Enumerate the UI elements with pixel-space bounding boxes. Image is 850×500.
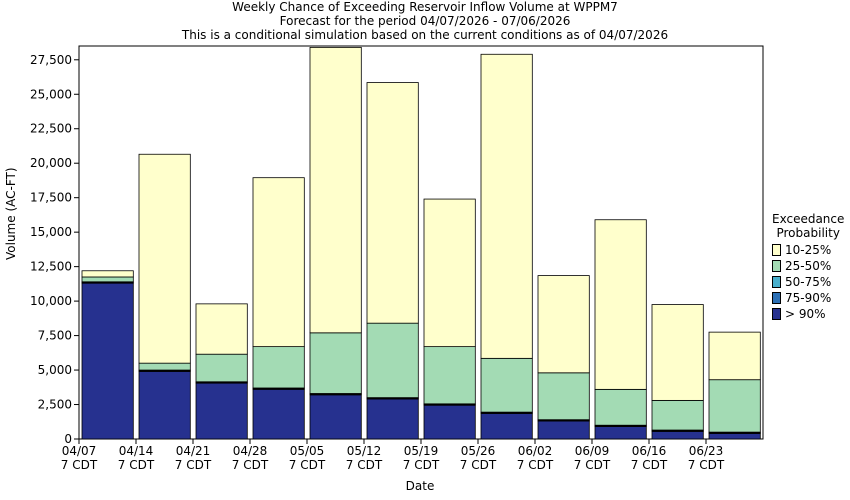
x-tick-label-date: 06/16 xyxy=(632,444,667,458)
legend-title-line1: Exceedance xyxy=(772,212,845,226)
bar-segment xyxy=(195,382,248,440)
bar-segment xyxy=(366,82,419,324)
x-tick-label-time: 7 CDT xyxy=(688,458,725,472)
bar-segment xyxy=(423,404,476,440)
x-tick-label-time: 7 CDT xyxy=(118,458,155,472)
x-tick-label-date: 05/26 xyxy=(461,444,496,458)
y-tick-label: 22,500 xyxy=(30,122,72,136)
bar-segment xyxy=(594,426,647,440)
x-tick-label-date: 04/14 xyxy=(119,444,154,458)
x-tick-label-time: 7 CDT xyxy=(232,458,269,472)
x-tick-label-date: 05/19 xyxy=(404,444,439,458)
x-tick-label-date: 04/21 xyxy=(176,444,211,458)
x-tick-label-time: 7 CDT xyxy=(460,458,497,472)
bar-segment xyxy=(537,420,590,440)
x-tick-label-date: 04/28 xyxy=(233,444,268,458)
bar-segment xyxy=(138,153,191,364)
x-tick-label-date: 06/23 xyxy=(689,444,724,458)
legend-label: 10-25% xyxy=(785,243,832,257)
chart-subtitle-conditions: This is a conditional simulation based o… xyxy=(181,28,669,42)
x-tick-label-time: 7 CDT xyxy=(346,458,383,472)
bar-segment xyxy=(366,398,419,440)
x-tick-label-date: 04/07 xyxy=(62,444,97,458)
legend-swatch xyxy=(772,292,781,304)
x-tick-label-time: 7 CDT xyxy=(403,458,440,472)
bar-segment xyxy=(537,372,590,421)
legend-swatch xyxy=(772,244,781,256)
legend-item: 75-90% xyxy=(772,290,844,306)
bar-segment xyxy=(537,275,590,374)
legend-items: 10-25% 25-50% 50-75% 75-90% > 90% xyxy=(772,242,844,322)
legend-swatch xyxy=(772,276,781,288)
bar-segment xyxy=(81,270,134,278)
bar-segment xyxy=(594,388,647,426)
y-tick-label: 15,000 xyxy=(30,225,72,239)
legend-title-line2: Probability xyxy=(776,226,840,240)
chart-subtitle-period: Forecast for the period 04/07/2026 - 07/… xyxy=(279,14,571,28)
y-tick-label: 5,000 xyxy=(38,363,72,377)
chart-title-block: Weekly Chance of Exceeding Reservoir Inf… xyxy=(0,0,850,42)
y-tick-label: 0 xyxy=(64,432,72,446)
bar-segment xyxy=(309,46,362,334)
bar-segment xyxy=(480,357,533,413)
bar-segment xyxy=(708,433,761,440)
bar-segment xyxy=(480,413,533,440)
y-tick-label: 10,000 xyxy=(30,294,72,308)
bar-segment xyxy=(252,346,305,389)
x-tick-label-date: 06/09 xyxy=(575,444,610,458)
bar-segment xyxy=(252,388,305,440)
bar-segment xyxy=(138,362,191,371)
y-tick-label: 2,500 xyxy=(38,398,72,412)
bar-segment xyxy=(423,198,476,348)
legend-swatch xyxy=(772,308,781,320)
x-axis-label: Date xyxy=(405,479,435,493)
legend-item: 50-75% xyxy=(772,274,844,290)
y-tick-label: 27,500 xyxy=(30,53,72,67)
bar-segment xyxy=(195,353,248,383)
legend: Exceedance Probability 10-25% 25-50% 50-75… xyxy=(772,212,844,322)
bar-segment xyxy=(81,282,134,440)
y-axis-label: Volume (AC-FT) xyxy=(4,167,18,260)
bar-segment xyxy=(480,53,533,359)
bar-segment xyxy=(138,371,191,440)
x-tick-label-time: 7 CDT xyxy=(631,458,668,472)
bar-segment xyxy=(309,332,362,394)
y-tick-label: 25,000 xyxy=(30,87,72,101)
x-tick-label-time: 7 CDT xyxy=(517,458,554,472)
x-tick-label-time: 7 CDT xyxy=(61,458,98,472)
x-tick-label-date: 06/02 xyxy=(518,444,553,458)
bar-segment xyxy=(651,399,704,431)
bar-segment xyxy=(366,322,419,399)
bar-segment xyxy=(309,394,362,440)
legend-swatch xyxy=(772,260,781,272)
x-tick-label-date: 05/05 xyxy=(290,444,325,458)
x-tick-label-date: 05/12 xyxy=(347,444,382,458)
y-tick-label: 20,000 xyxy=(30,156,72,170)
y-tick-label: 7,500 xyxy=(38,329,72,343)
bar-segment xyxy=(594,219,647,390)
legend-label: 75-90% xyxy=(785,291,832,305)
legend-label: 50-75% xyxy=(785,275,832,289)
x-tick-label-time: 7 CDT xyxy=(289,458,326,472)
bar-segment xyxy=(423,346,476,405)
legend-item: 25-50% xyxy=(772,258,844,274)
bar-segment xyxy=(708,379,761,433)
x-tick-label-time: 7 CDT xyxy=(574,458,611,472)
legend-label: 25-50% xyxy=(785,259,832,273)
legend-label: > 90% xyxy=(785,307,826,321)
y-tick-label: 12,500 xyxy=(30,260,72,274)
bar-segment xyxy=(651,304,704,401)
bar-segment xyxy=(708,331,761,381)
bar-segment xyxy=(651,431,704,440)
chart-title: Weekly Chance of Exceeding Reservoir Inf… xyxy=(232,0,618,14)
legend-item: > 90% xyxy=(772,306,844,322)
x-tick-label-time: 7 CDT xyxy=(175,458,212,472)
bar-segment xyxy=(195,303,248,355)
bar-segment xyxy=(81,276,134,283)
legend-title: Exceedance Probability xyxy=(772,212,844,240)
bar-segment xyxy=(252,177,305,348)
legend-item: 10-25% xyxy=(772,242,844,258)
y-tick-label: 17,500 xyxy=(30,191,72,205)
